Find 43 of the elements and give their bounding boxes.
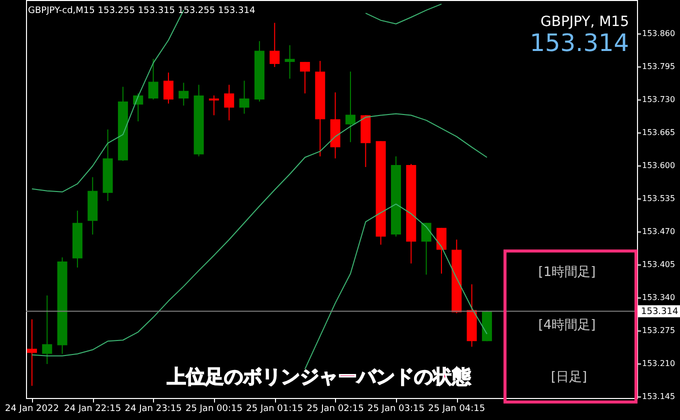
- candlestick: [208, 94, 219, 116]
- x-tick-label: 24 Jan 23:15: [124, 404, 182, 414]
- text: [1時間足]: [538, 265, 596, 280]
- candlestick: [270, 22, 280, 68]
- y-tick-label: 153.145: [642, 392, 676, 401]
- x-tick-label: 25 Jan 04:15: [428, 404, 486, 414]
- y-tick-label: 153.730: [642, 95, 676, 104]
- y-tick-label: 153.470: [642, 226, 676, 236]
- text: [日足]: [550, 370, 588, 385]
- x-tick-label: 25 Jan 02:15: [306, 404, 364, 414]
- candlestick: [224, 84, 234, 121]
- x-tick-label: 24 Jan 2022: [4, 404, 59, 414]
- text: GBPJPY, M15: [540, 14, 629, 30]
- y-tick-label: 153.210: [642, 358, 676, 368]
- text: GBPJPY-cd,M15 153.255 153.315 153.255 153.314: [28, 6, 256, 16]
- text: [4時間足]: [538, 318, 596, 333]
- y-tick-label: 153.795: [642, 62, 676, 72]
- y-tick-label: 153.535: [642, 194, 676, 203]
- ref-line-label: 153.314: [641, 307, 678, 318]
- y-tick-label: 153.275: [642, 326, 676, 335]
- annotation: 上位足のボリンジャーバンドの状態: [166, 366, 472, 388]
- y-tick-label: 153.665: [642, 128, 676, 138]
- candlestick: [284, 44, 295, 80]
- line-series: [31, 113, 488, 356]
- y-tick-label: 153.860: [642, 29, 676, 38]
- x-tick-label: 25 Jan 00:15: [185, 404, 242, 414]
- y-tick-label: 153.600: [642, 161, 676, 170]
- candlestick: [163, 72, 174, 104]
- candlestick: [300, 61, 310, 94]
- candlestick: [436, 227, 446, 274]
- y-tick-label: 153.405: [642, 260, 676, 269]
- x-tick-label: 25 Jan 01:15: [246, 404, 304, 414]
- x-tick-label: 25 Jan 03:15: [367, 404, 424, 414]
- candlestick: [178, 82, 189, 106]
- y-tick-label: 153.340: [642, 292, 676, 302]
- candlestick: [148, 58, 158, 100]
- x-tick-label: 24 Jan 22:15: [64, 404, 122, 414]
- candlestick: [421, 222, 432, 276]
- candlestick: [26, 318, 37, 386]
- candlestick: [42, 294, 52, 364]
- text: 153.314: [530, 29, 629, 57]
- candlestick: [345, 71, 356, 143]
- candlestick: [239, 80, 250, 114]
